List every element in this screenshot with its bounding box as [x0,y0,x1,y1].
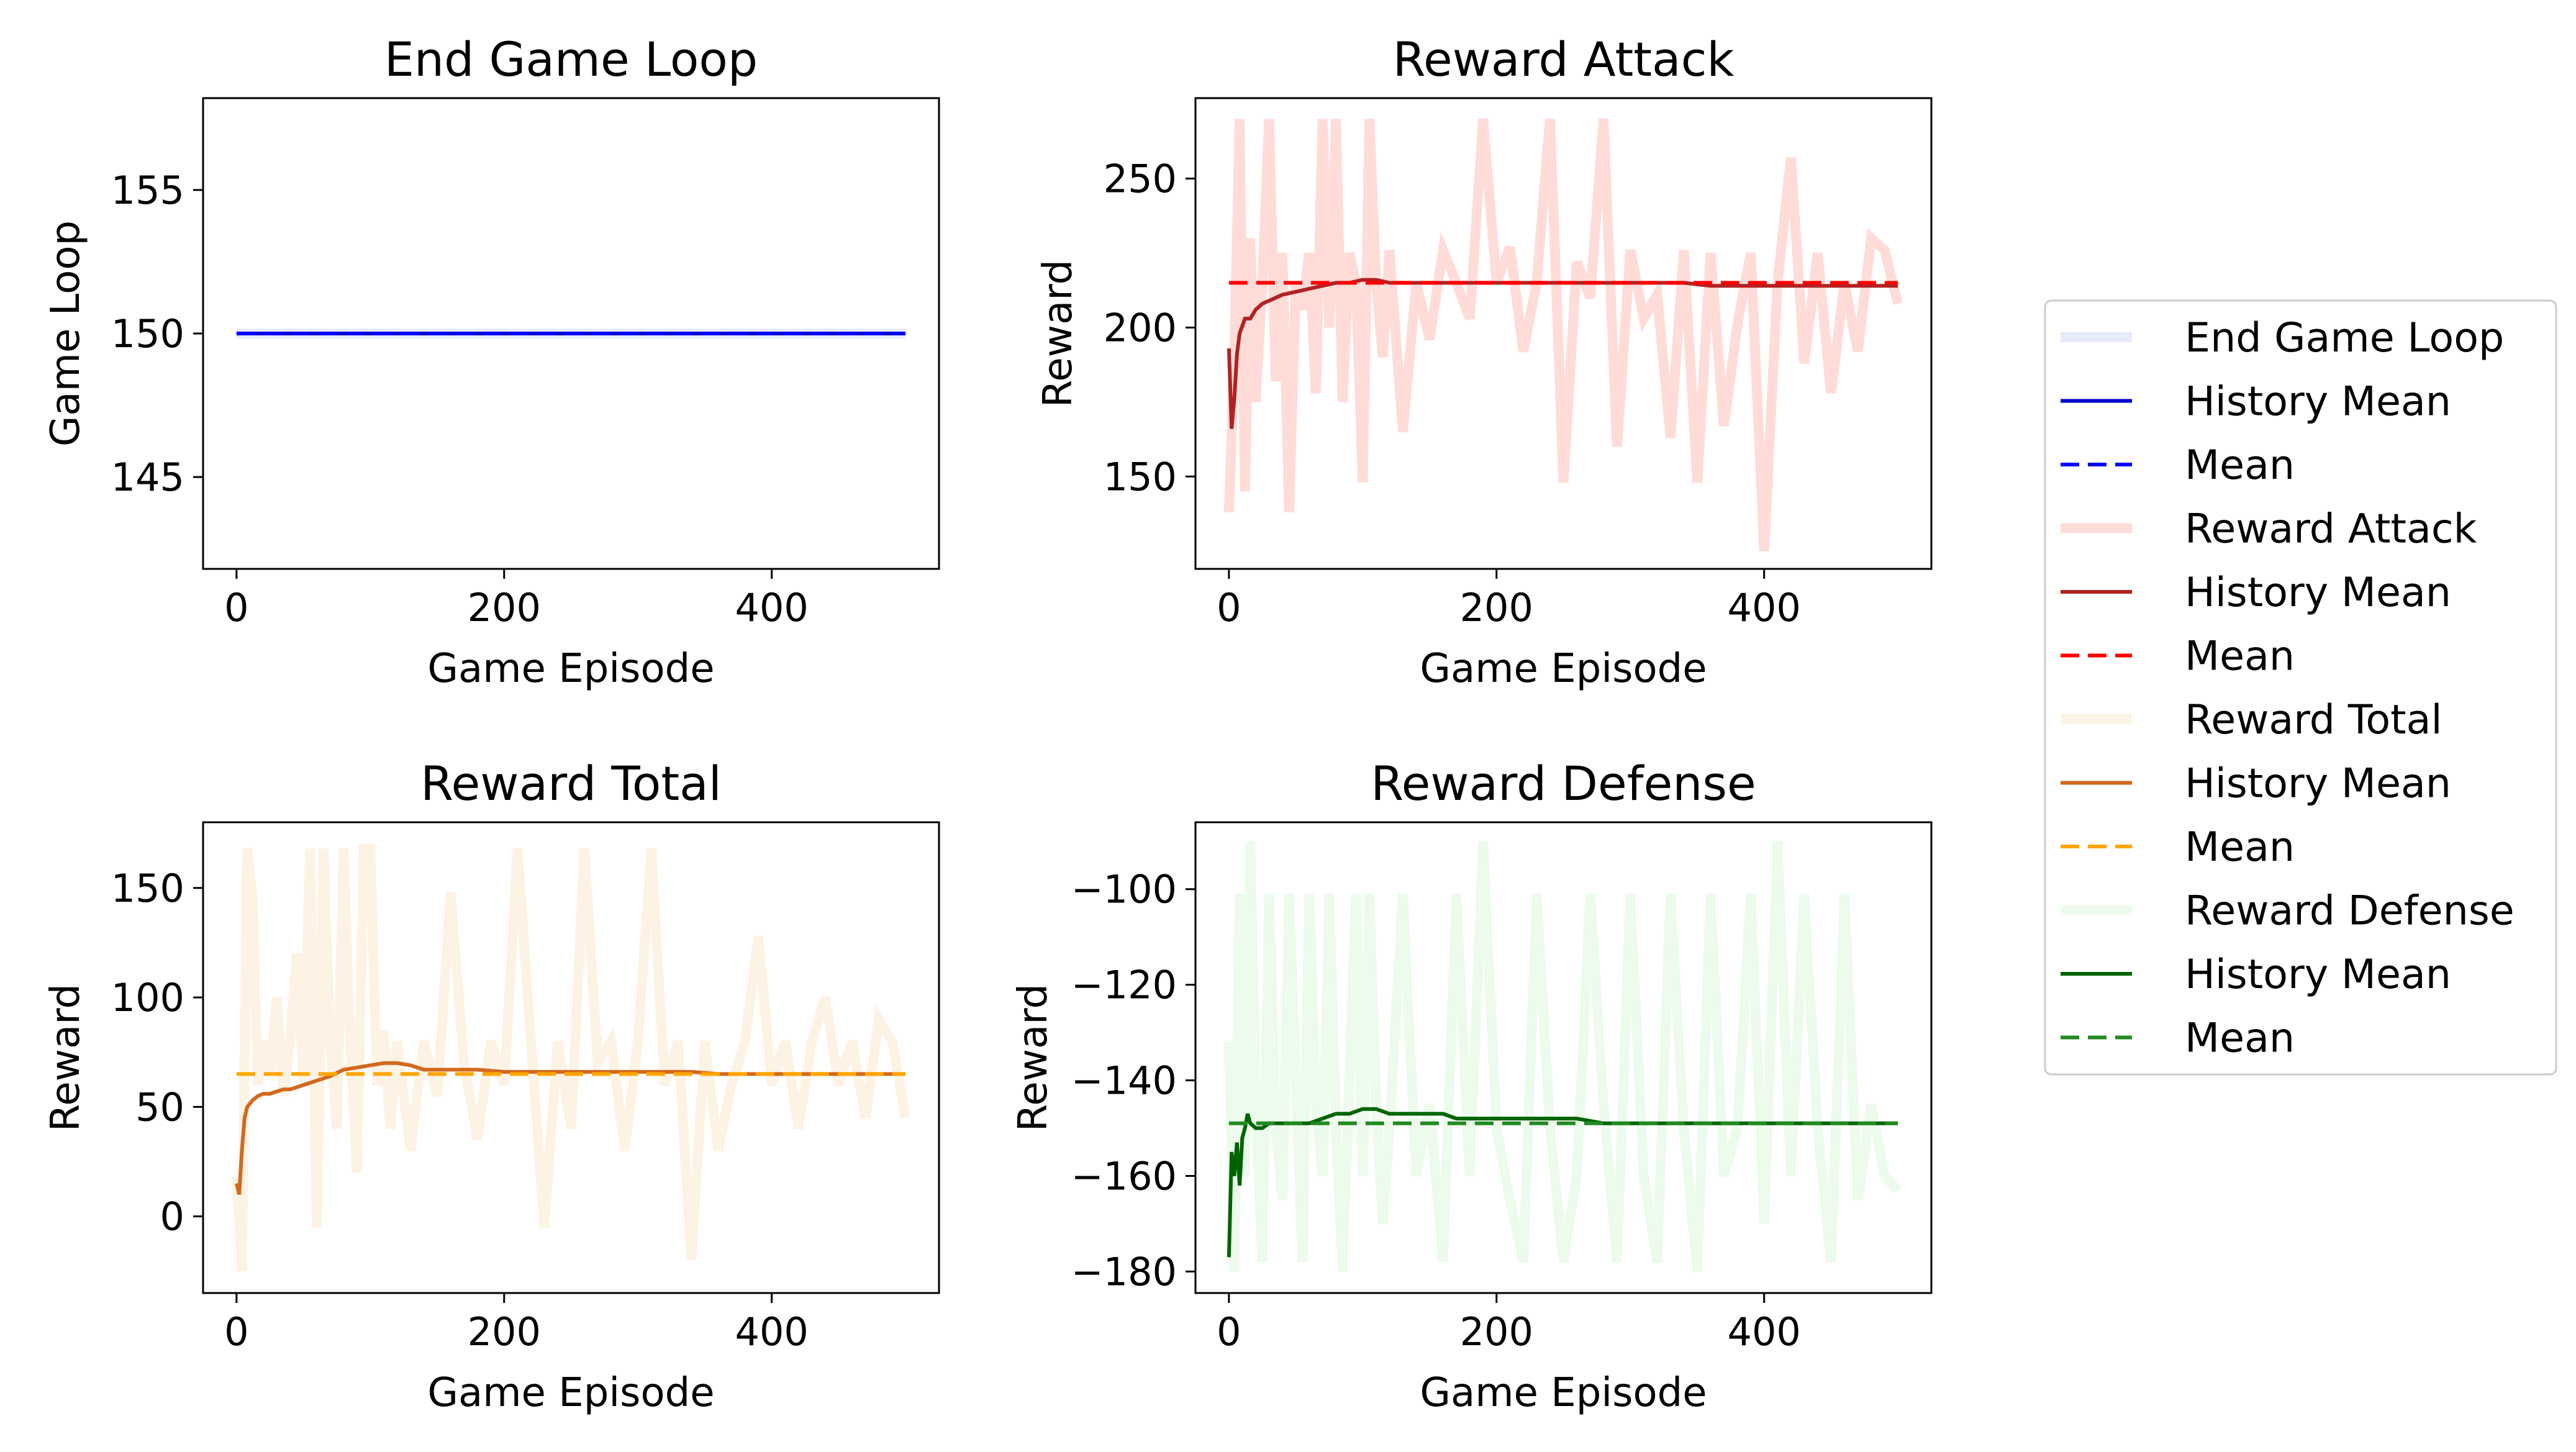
subplot-reward-defense: 0 200 400 −180 −160 −140 −120 −100 Reward Defens… [1010,756,1933,1416]
y-tick-label: 150 [111,866,184,911]
x-axis-label: Game Episode [1420,1370,1707,1416]
axes-frame [202,821,940,1294]
legend-label: Reward Defense [2185,888,2515,935]
x-tick-label: 400 [1728,1309,1801,1354]
legend-label: History Mean [2185,379,2451,425]
x-tick-label: 200 [468,585,541,630]
y-tick-label: −120 [1071,963,1177,1008]
x-tick-label: 0 [224,1309,248,1354]
series-reward-defense-raw [1223,841,1902,1273]
x-axis-label: Game Episode [427,646,714,692]
plot-area-reward-total [231,843,910,1272]
series-reward-attack-raw [1223,118,1903,551]
legend-box [2044,299,2557,1076]
series-reward-attack-history-mean [1227,278,1898,429]
chart-title: Reward Total [420,756,722,811]
y-tick-label: 150 [111,311,184,356]
legend-label: Reward Attack [2185,506,2477,553]
x-tick-label: 0 [1217,1309,1241,1354]
series-reward-total-raw [231,843,910,1272]
y-axis-label: Reward [1035,260,1081,407]
plot-area-reward-defense [1223,841,1902,1273]
y-tick-label: 150 [1104,454,1177,499]
legend-label: Mean [2185,1015,2295,1062]
y-axis-label: Reward [43,984,89,1132]
y-tick-label: 155 [111,168,184,213]
y-tick-label: 50 [135,1084,184,1130]
y-axis-label: Reward [1010,984,1056,1132]
legend-label: Mean [2185,442,2295,489]
x-tick-label: 200 [468,1309,541,1354]
x-tick-label: 200 [1460,1309,1533,1354]
y-tick-label: 0 [160,1194,184,1240]
x-tick-label: 400 [735,585,809,630]
y-tick-label: −160 [1071,1153,1177,1199]
y-tick-label: 200 [1104,305,1177,350]
subplot-reward-total: 0 200 400 0 50 100 150 Reward Total Game Episode… [43,756,940,1416]
chart-title: End Game Loop [384,32,758,87]
legend: End Game Loop History Mean Mean Reward Atta… [2044,299,2557,1076]
subplot-reward-attack: 0 200 400 150 200 250 Reward Attack Game Episod… [1035,32,1933,692]
x-axis-label: Game Episode [427,1370,714,1416]
x-tick-label: 400 [1728,585,1801,630]
legend-label: History Mean [2185,761,2451,807]
legend-label: History Mean [2185,951,2451,998]
y-tick-label: 145 [111,455,184,500]
legend-label: End Game Loop [2185,315,2504,361]
y-axis-label: Game Loop [43,220,89,447]
x-tick-label: 0 [1217,585,1241,630]
x-tick-label: 0 [224,585,248,630]
y-tick-label: −100 [1071,867,1177,912]
x-axis-label: Game Episode [1420,646,1707,692]
chart-title: Reward Attack [1393,32,1735,87]
plot-area-reward-attack [1223,118,1903,551]
y-tick-label: −180 [1071,1249,1177,1294]
legend-label: History Mean [2185,569,2451,616]
axes-frame [1194,821,1933,1294]
subplot-end-game-loop: 0 200 400 145 150 155 End Game Loop Game Episod… [43,32,940,692]
legend-label: Mean [2185,633,2295,680]
x-tick-label: 200 [1460,585,1533,630]
y-tick-label: −140 [1071,1058,1177,1104]
y-tick-label: 100 [111,975,184,1020]
chart-title: Reward Defense [1371,756,1756,811]
y-tick-label: 250 [1104,157,1177,202]
axes-frame [1194,97,1933,570]
legend-label: Mean [2185,824,2295,871]
legend-label: Reward Total [2185,697,2442,743]
x-tick-label: 400 [735,1309,809,1354]
